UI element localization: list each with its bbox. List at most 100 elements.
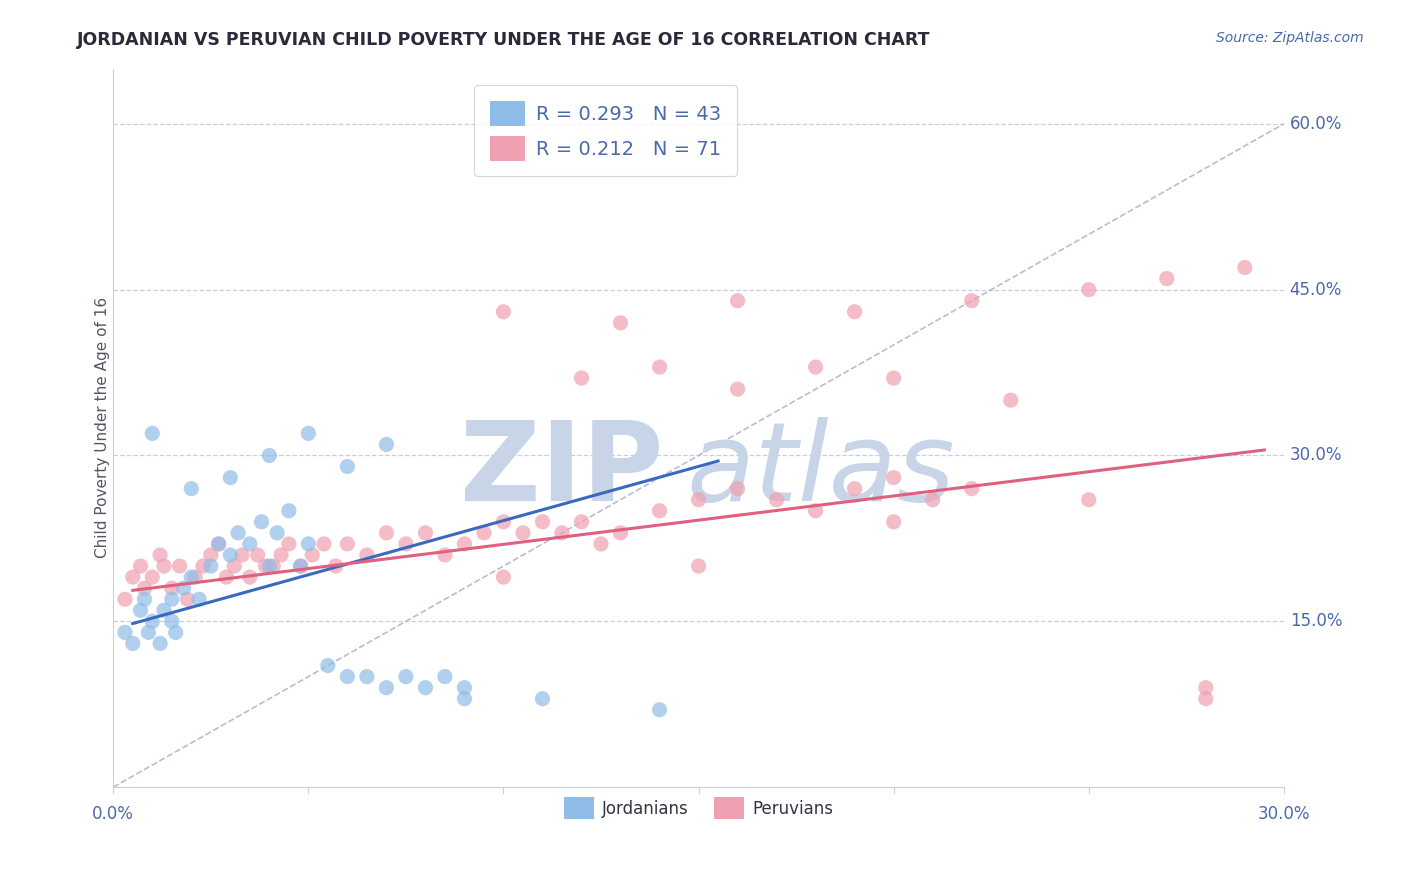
Point	[153, 559, 176, 574]
Point	[336, 537, 359, 551]
Point	[219, 548, 242, 562]
Point	[180, 482, 202, 496]
Point	[375, 681, 398, 695]
Text: 30.0%: 30.0%	[1257, 805, 1310, 823]
Point	[207, 537, 229, 551]
Point	[1077, 283, 1099, 297]
Point	[184, 570, 207, 584]
Point	[765, 492, 787, 507]
Text: 0.0%: 0.0%	[93, 805, 134, 823]
Text: Source: ZipAtlas.com: Source: ZipAtlas.com	[1216, 31, 1364, 45]
Point	[960, 482, 983, 496]
Point	[688, 492, 710, 507]
Point	[301, 548, 323, 562]
Point	[239, 570, 262, 584]
Point	[191, 559, 214, 574]
Point	[453, 681, 475, 695]
Point	[239, 537, 262, 551]
Point	[1195, 691, 1218, 706]
Point	[921, 492, 943, 507]
Point	[844, 482, 866, 496]
Point	[180, 570, 202, 584]
Point	[149, 548, 172, 562]
Point	[277, 537, 299, 551]
Point	[165, 625, 187, 640]
Point	[609, 525, 631, 540]
Point	[290, 559, 312, 574]
Point	[153, 603, 176, 617]
Point	[571, 515, 593, 529]
Point	[226, 525, 249, 540]
Point	[121, 570, 143, 584]
Point	[531, 515, 554, 529]
Point	[200, 548, 222, 562]
Point	[200, 559, 222, 574]
Point	[589, 537, 612, 551]
Point	[114, 625, 136, 640]
Point	[415, 681, 437, 695]
Point	[141, 426, 163, 441]
Point	[415, 525, 437, 540]
Point	[1000, 393, 1022, 408]
Point	[336, 670, 359, 684]
Point	[531, 691, 554, 706]
Point	[254, 559, 277, 574]
Point	[648, 359, 671, 374]
Point	[114, 592, 136, 607]
Text: atlas: atlas	[688, 417, 956, 524]
Point	[1233, 260, 1256, 275]
Point	[1195, 681, 1218, 695]
Point	[609, 316, 631, 330]
Point	[207, 537, 229, 551]
Point	[290, 559, 312, 574]
Point	[395, 670, 418, 684]
Point	[356, 670, 378, 684]
Point	[648, 504, 671, 518]
Text: JORDANIAN VS PERUVIAN CHILD POVERTY UNDER THE AGE OF 16 CORRELATION CHART: JORDANIAN VS PERUVIAN CHILD POVERTY UNDE…	[77, 31, 931, 49]
Text: 60.0%: 60.0%	[1289, 115, 1343, 133]
Point	[453, 691, 475, 706]
Point	[648, 703, 671, 717]
Point	[160, 581, 183, 595]
Text: 30.0%: 30.0%	[1289, 447, 1343, 465]
Point	[804, 359, 827, 374]
Point	[246, 548, 269, 562]
Point	[325, 559, 347, 574]
Point	[169, 559, 191, 574]
Point	[219, 470, 242, 484]
Point	[844, 305, 866, 319]
Point	[433, 548, 456, 562]
Point	[960, 293, 983, 308]
Point	[297, 537, 319, 551]
Point	[173, 581, 195, 595]
Point	[160, 615, 183, 629]
Point	[231, 548, 253, 562]
Point	[316, 658, 339, 673]
Point	[512, 525, 534, 540]
Point	[571, 371, 593, 385]
Point	[433, 670, 456, 684]
Point	[297, 426, 319, 441]
Point	[149, 636, 172, 650]
Text: ZIP: ZIP	[460, 417, 664, 524]
Legend: Jordanians, Peruvians: Jordanians, Peruvians	[557, 791, 839, 826]
Point	[266, 525, 288, 540]
Point	[134, 592, 156, 607]
Point	[727, 293, 749, 308]
Point	[129, 559, 152, 574]
Point	[472, 525, 495, 540]
Point	[259, 559, 281, 574]
Point	[375, 437, 398, 451]
Point	[1156, 271, 1178, 285]
Point	[727, 482, 749, 496]
Text: 45.0%: 45.0%	[1289, 281, 1343, 299]
Point	[395, 537, 418, 551]
Point	[804, 504, 827, 518]
Point	[1077, 492, 1099, 507]
Point	[312, 537, 335, 551]
Point	[121, 636, 143, 650]
Point	[492, 515, 515, 529]
Point	[224, 559, 246, 574]
Y-axis label: Child Poverty Under the Age of 16: Child Poverty Under the Age of 16	[94, 297, 110, 558]
Point	[259, 449, 281, 463]
